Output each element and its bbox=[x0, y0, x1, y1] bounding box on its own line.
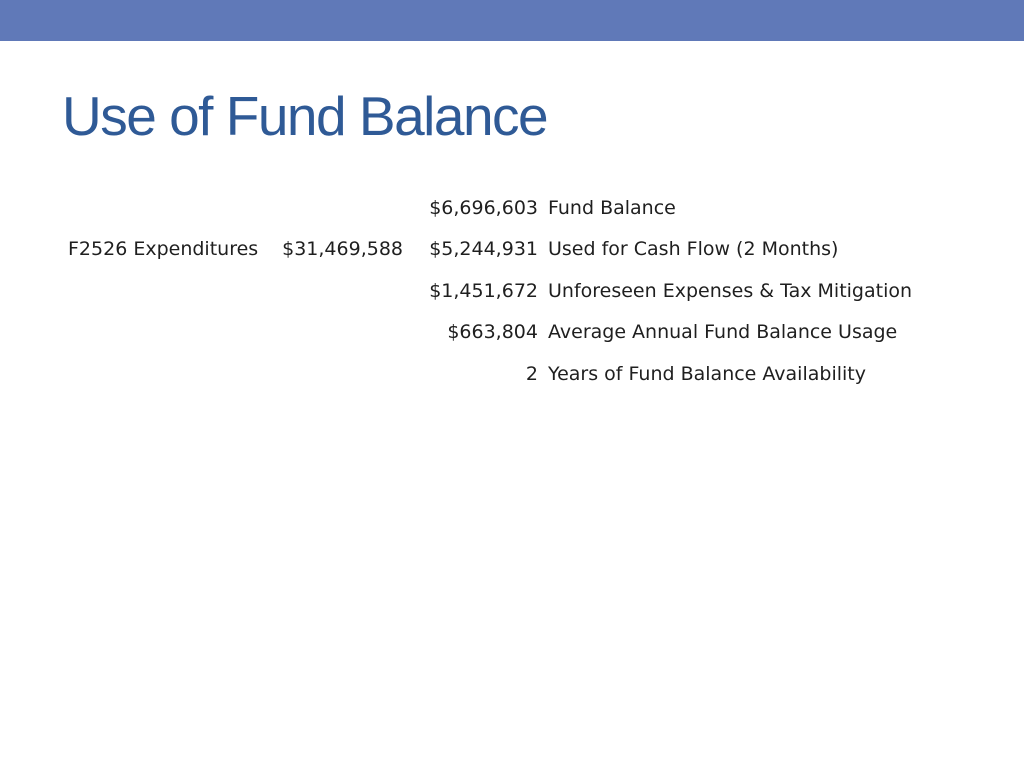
years-availability-description: Years of Fund Balance Availability bbox=[548, 363, 866, 385]
fund-balance-description: Fund Balance bbox=[548, 197, 676, 219]
unforeseen-expenses-amount: $1,451,672 bbox=[429, 280, 538, 302]
header-accent-bar bbox=[0, 0, 1024, 41]
annual-usage-description: Average Annual Fund Balance Usage bbox=[548, 321, 898, 343]
cash-flow-amount: $5,244,931 bbox=[429, 238, 538, 260]
expenditures-total: $31,469,588 bbox=[282, 238, 403, 260]
annual-usage-amount: $663,804 bbox=[447, 321, 538, 343]
slide-title: Use of Fund Balance bbox=[62, 85, 549, 147]
years-availability-value: 2 bbox=[525, 363, 538, 385]
fund-balance-amount: $6,696,603 bbox=[429, 197, 538, 219]
expenditures-label: F2526 Expenditures bbox=[68, 238, 259, 260]
unforeseen-expenses-description: Unforeseen Expenses & Tax Mitigation bbox=[548, 280, 913, 302]
cash-flow-description: Used for Cash Flow (2 Months) bbox=[548, 238, 839, 260]
